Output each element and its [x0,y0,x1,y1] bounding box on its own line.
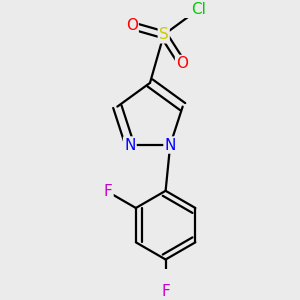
Text: O: O [126,18,138,33]
Text: F: F [104,184,112,200]
Text: S: S [159,27,169,42]
Text: F: F [161,284,170,299]
Text: N: N [124,137,136,152]
Text: Cl: Cl [190,2,206,17]
Text: O: O [176,56,188,71]
Text: N: N [164,137,176,152]
